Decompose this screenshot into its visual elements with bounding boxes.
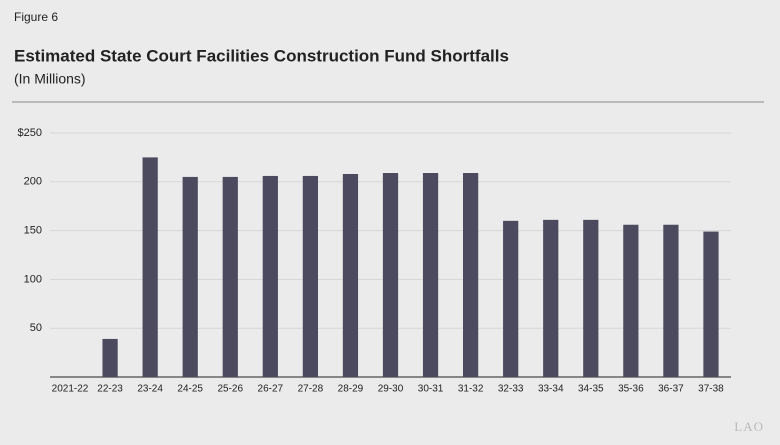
y-tick-label: 100	[24, 273, 42, 285]
chart-title: Estimated State Court Facilities Constru…	[14, 46, 509, 65]
bar	[182, 176, 198, 377]
bar	[262, 175, 278, 377]
x-tick-label: 35-36	[618, 384, 644, 395]
x-tick-label: 32-33	[498, 384, 524, 395]
x-tick-label: 30-31	[418, 384, 444, 395]
bar	[543, 219, 559, 377]
x-tick-label: 34-35	[578, 384, 604, 395]
y-tick-label: $250	[18, 127, 42, 139]
x-tick-label: 25-26	[217, 384, 243, 395]
chart-subtitle: (In Millions)	[14, 71, 86, 87]
y-tick-label: 50	[30, 322, 42, 334]
bar	[623, 224, 639, 377]
bar	[422, 173, 439, 377]
x-tick-label: 33-34	[538, 384, 564, 395]
x-tick-label: 24-25	[177, 384, 203, 395]
bar	[463, 173, 479, 377]
y-tick-label: 200	[24, 176, 42, 188]
bar	[302, 175, 318, 377]
x-tick-label: 27-28	[298, 384, 324, 395]
bar	[342, 173, 359, 377]
bar	[503, 220, 519, 377]
x-tick-label: 2021-22	[52, 384, 89, 395]
x-tick-label: 26-27	[258, 384, 284, 395]
logo: LAO	[734, 419, 764, 434]
bar	[583, 219, 599, 377]
figure-label: Figure 6	[14, 10, 58, 24]
bar	[142, 157, 158, 377]
x-tick-label: 28-29	[338, 384, 364, 395]
x-tick-label: 37-38	[698, 384, 724, 395]
bar	[102, 338, 118, 377]
bar	[663, 224, 679, 377]
x-tick-label: 29-30	[378, 384, 404, 395]
x-tick-label: 23-24	[137, 384, 163, 395]
x-tick-label: 31-32	[458, 384, 484, 395]
bar	[703, 231, 719, 377]
bar	[382, 173, 399, 377]
y-tick-label: 150	[24, 225, 42, 237]
x-tick-label: 36-37	[658, 384, 684, 395]
bar	[222, 176, 238, 377]
x-tick-label: 22-23	[97, 384, 123, 395]
